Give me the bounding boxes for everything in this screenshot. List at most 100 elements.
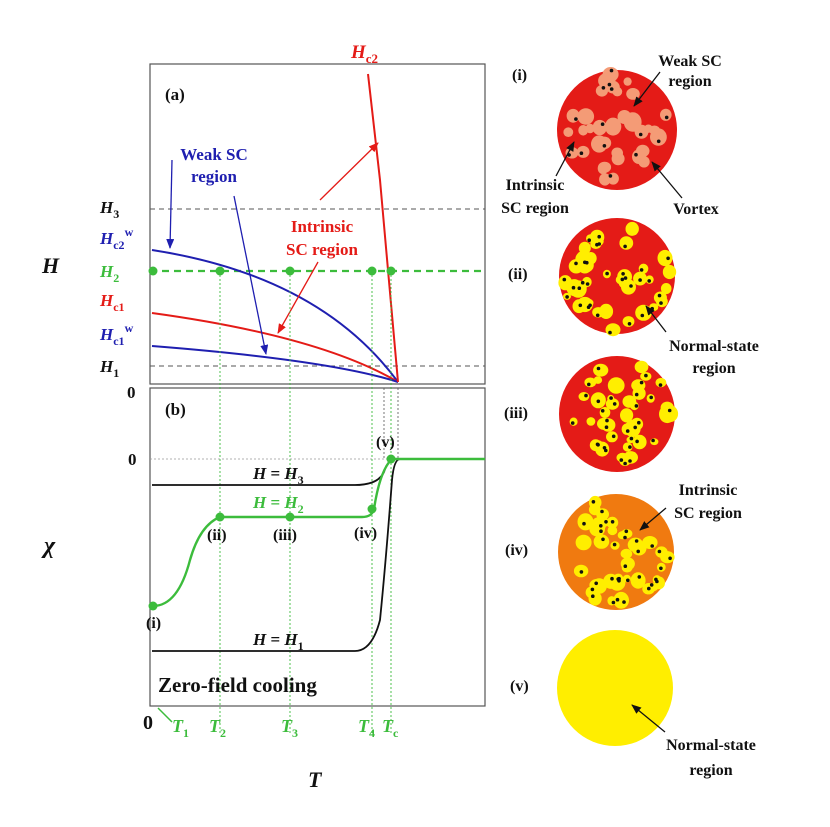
grain <box>657 249 673 267</box>
disk-iii-vortices <box>570 366 672 466</box>
vortex-dot <box>608 330 612 335</box>
grain <box>621 529 633 539</box>
vortex-dot <box>623 535 627 540</box>
vortex-dot <box>628 445 632 449</box>
annot-vortex: Vortex <box>673 201 719 218</box>
panel-b: (b) 0 χ (i) (ii) (iii) (iv) (v) H = H3 H… <box>41 271 486 733</box>
annot-intrinsic-iv-arrow <box>639 507 667 531</box>
grain <box>593 534 610 549</box>
vortex-dot <box>605 271 609 276</box>
disk-ii-normal-grains <box>558 221 677 337</box>
chi-point-i <box>148 601 158 611</box>
tick-h3: H3 <box>99 198 119 221</box>
vortex-dot <box>626 578 630 583</box>
chi-curve-h1 <box>152 458 485 652</box>
grain <box>626 88 640 100</box>
grain <box>607 377 625 394</box>
grain <box>655 377 667 388</box>
annot-intrinsic-iv-line2: SC region <box>674 505 742 522</box>
vortex-dot <box>620 277 625 282</box>
intrinsic-region-label-line2: SC region <box>286 240 358 259</box>
vortex-dot <box>605 418 609 423</box>
chi-curve-h3 <box>152 458 485 486</box>
grain <box>638 156 650 168</box>
grain <box>605 398 620 410</box>
grain <box>565 147 579 159</box>
grain <box>630 113 640 124</box>
grain <box>593 363 609 377</box>
annot-normal-ii-line1: Normal-state <box>669 338 759 355</box>
grain <box>588 591 602 606</box>
vortex-dot <box>657 549 662 554</box>
vortex-dot <box>610 520 615 524</box>
grain <box>634 360 649 374</box>
grain <box>660 283 672 295</box>
grain <box>620 548 633 559</box>
grain <box>617 110 632 124</box>
chi-point-iv <box>367 504 377 514</box>
vortex-dot <box>639 380 644 385</box>
intrinsic-arrow-up <box>319 142 379 201</box>
vortex-dot <box>600 122 605 126</box>
disk-i-vortices <box>567 68 669 178</box>
vortex-dot <box>582 521 586 526</box>
grain <box>625 221 639 236</box>
vortex-dot <box>623 461 627 466</box>
grain <box>605 323 621 337</box>
vortex-dot <box>580 280 585 285</box>
grain <box>599 173 611 186</box>
grain <box>604 117 622 136</box>
x-axis: 0 T1 T2 T3 T4 Tc T <box>143 707 399 792</box>
annot-normal-v-line2: region <box>689 762 732 779</box>
vortex-dot <box>578 303 583 308</box>
vortex-dot <box>619 458 624 462</box>
vortex-dot <box>596 443 600 447</box>
tick-hc1w: Hc1w <box>99 321 134 348</box>
grain <box>620 557 635 571</box>
disk-ii-matrix <box>559 218 675 334</box>
tick-h1: H1 <box>99 357 119 380</box>
vortex-dot <box>667 408 672 413</box>
zero-field-cooling-label: Zero-field cooling <box>158 673 317 697</box>
grain <box>591 517 606 533</box>
annot-normal-v-arrow <box>631 704 666 733</box>
grain <box>578 125 589 136</box>
vortex-dot <box>609 87 614 91</box>
state-label-iv: (iv) <box>505 542 528 559</box>
disk-i <box>557 67 677 190</box>
panel-b-frame <box>149 387 486 707</box>
disk-iii <box>559 356 679 472</box>
grain <box>642 536 658 549</box>
weak-region-arrow-1 <box>166 159 175 249</box>
vortex-dot <box>634 392 639 397</box>
vortex-dot <box>638 278 642 282</box>
grain <box>612 86 623 97</box>
vortex-dot <box>570 421 575 425</box>
vortex-dot <box>600 509 604 514</box>
grain <box>602 67 619 82</box>
vortex-dot <box>633 425 637 430</box>
grain <box>621 423 632 435</box>
grain <box>613 591 629 609</box>
panel-b-label: (b) <box>165 400 186 419</box>
vortex-dot <box>591 500 596 504</box>
vortex-dot <box>649 395 653 400</box>
grain <box>630 401 639 411</box>
hc2-curve <box>367 73 399 383</box>
chi-point-label-iii: (iii) <box>273 527 297 544</box>
grain <box>603 573 619 589</box>
grain <box>623 77 632 86</box>
weak-region-label-line2: region <box>191 167 238 186</box>
grain <box>563 127 574 137</box>
grain <box>620 408 634 423</box>
vortex-dot <box>590 587 595 592</box>
grain <box>632 434 647 450</box>
vortex-dot <box>612 542 617 547</box>
grain <box>591 135 608 153</box>
state-label-ii: (ii) <box>508 266 528 283</box>
vortex-dot <box>595 313 600 318</box>
grain <box>586 417 596 426</box>
disk-ii-vortices <box>562 234 670 335</box>
vortex-dot <box>607 82 612 87</box>
vortex-dot <box>628 459 632 463</box>
